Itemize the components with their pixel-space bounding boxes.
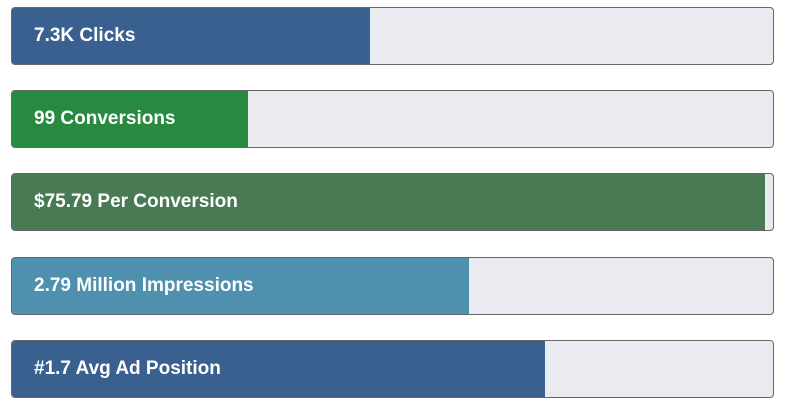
- metric-bar-impressions: 2.79 Million Impressions: [11, 257, 774, 315]
- metric-bar-avg-position: #1.7 Avg Ad Position: [11, 340, 774, 398]
- progress-fill: [12, 91, 248, 147]
- progress-fill: [12, 174, 766, 230]
- metric-label: 2.79 Million Impressions: [34, 275, 254, 296]
- metric-label: $75.79 Per Conversion: [34, 191, 238, 212]
- metric-bar-clicks: 7.3K Clicks: [11, 7, 774, 65]
- progress-fill: [12, 8, 370, 64]
- metric-label: 99 Conversions: [34, 108, 176, 129]
- progress-fill: [12, 258, 469, 314]
- metric-label: 7.3K Clicks: [34, 25, 136, 46]
- progress-fill: [12, 341, 545, 397]
- metric-bar-conversions: 99 Conversions: [11, 90, 774, 148]
- metric-label: #1.7 Avg Ad Position: [34, 358, 221, 379]
- metric-bar-cost-per-conversion: $75.79 Per Conversion: [11, 173, 774, 231]
